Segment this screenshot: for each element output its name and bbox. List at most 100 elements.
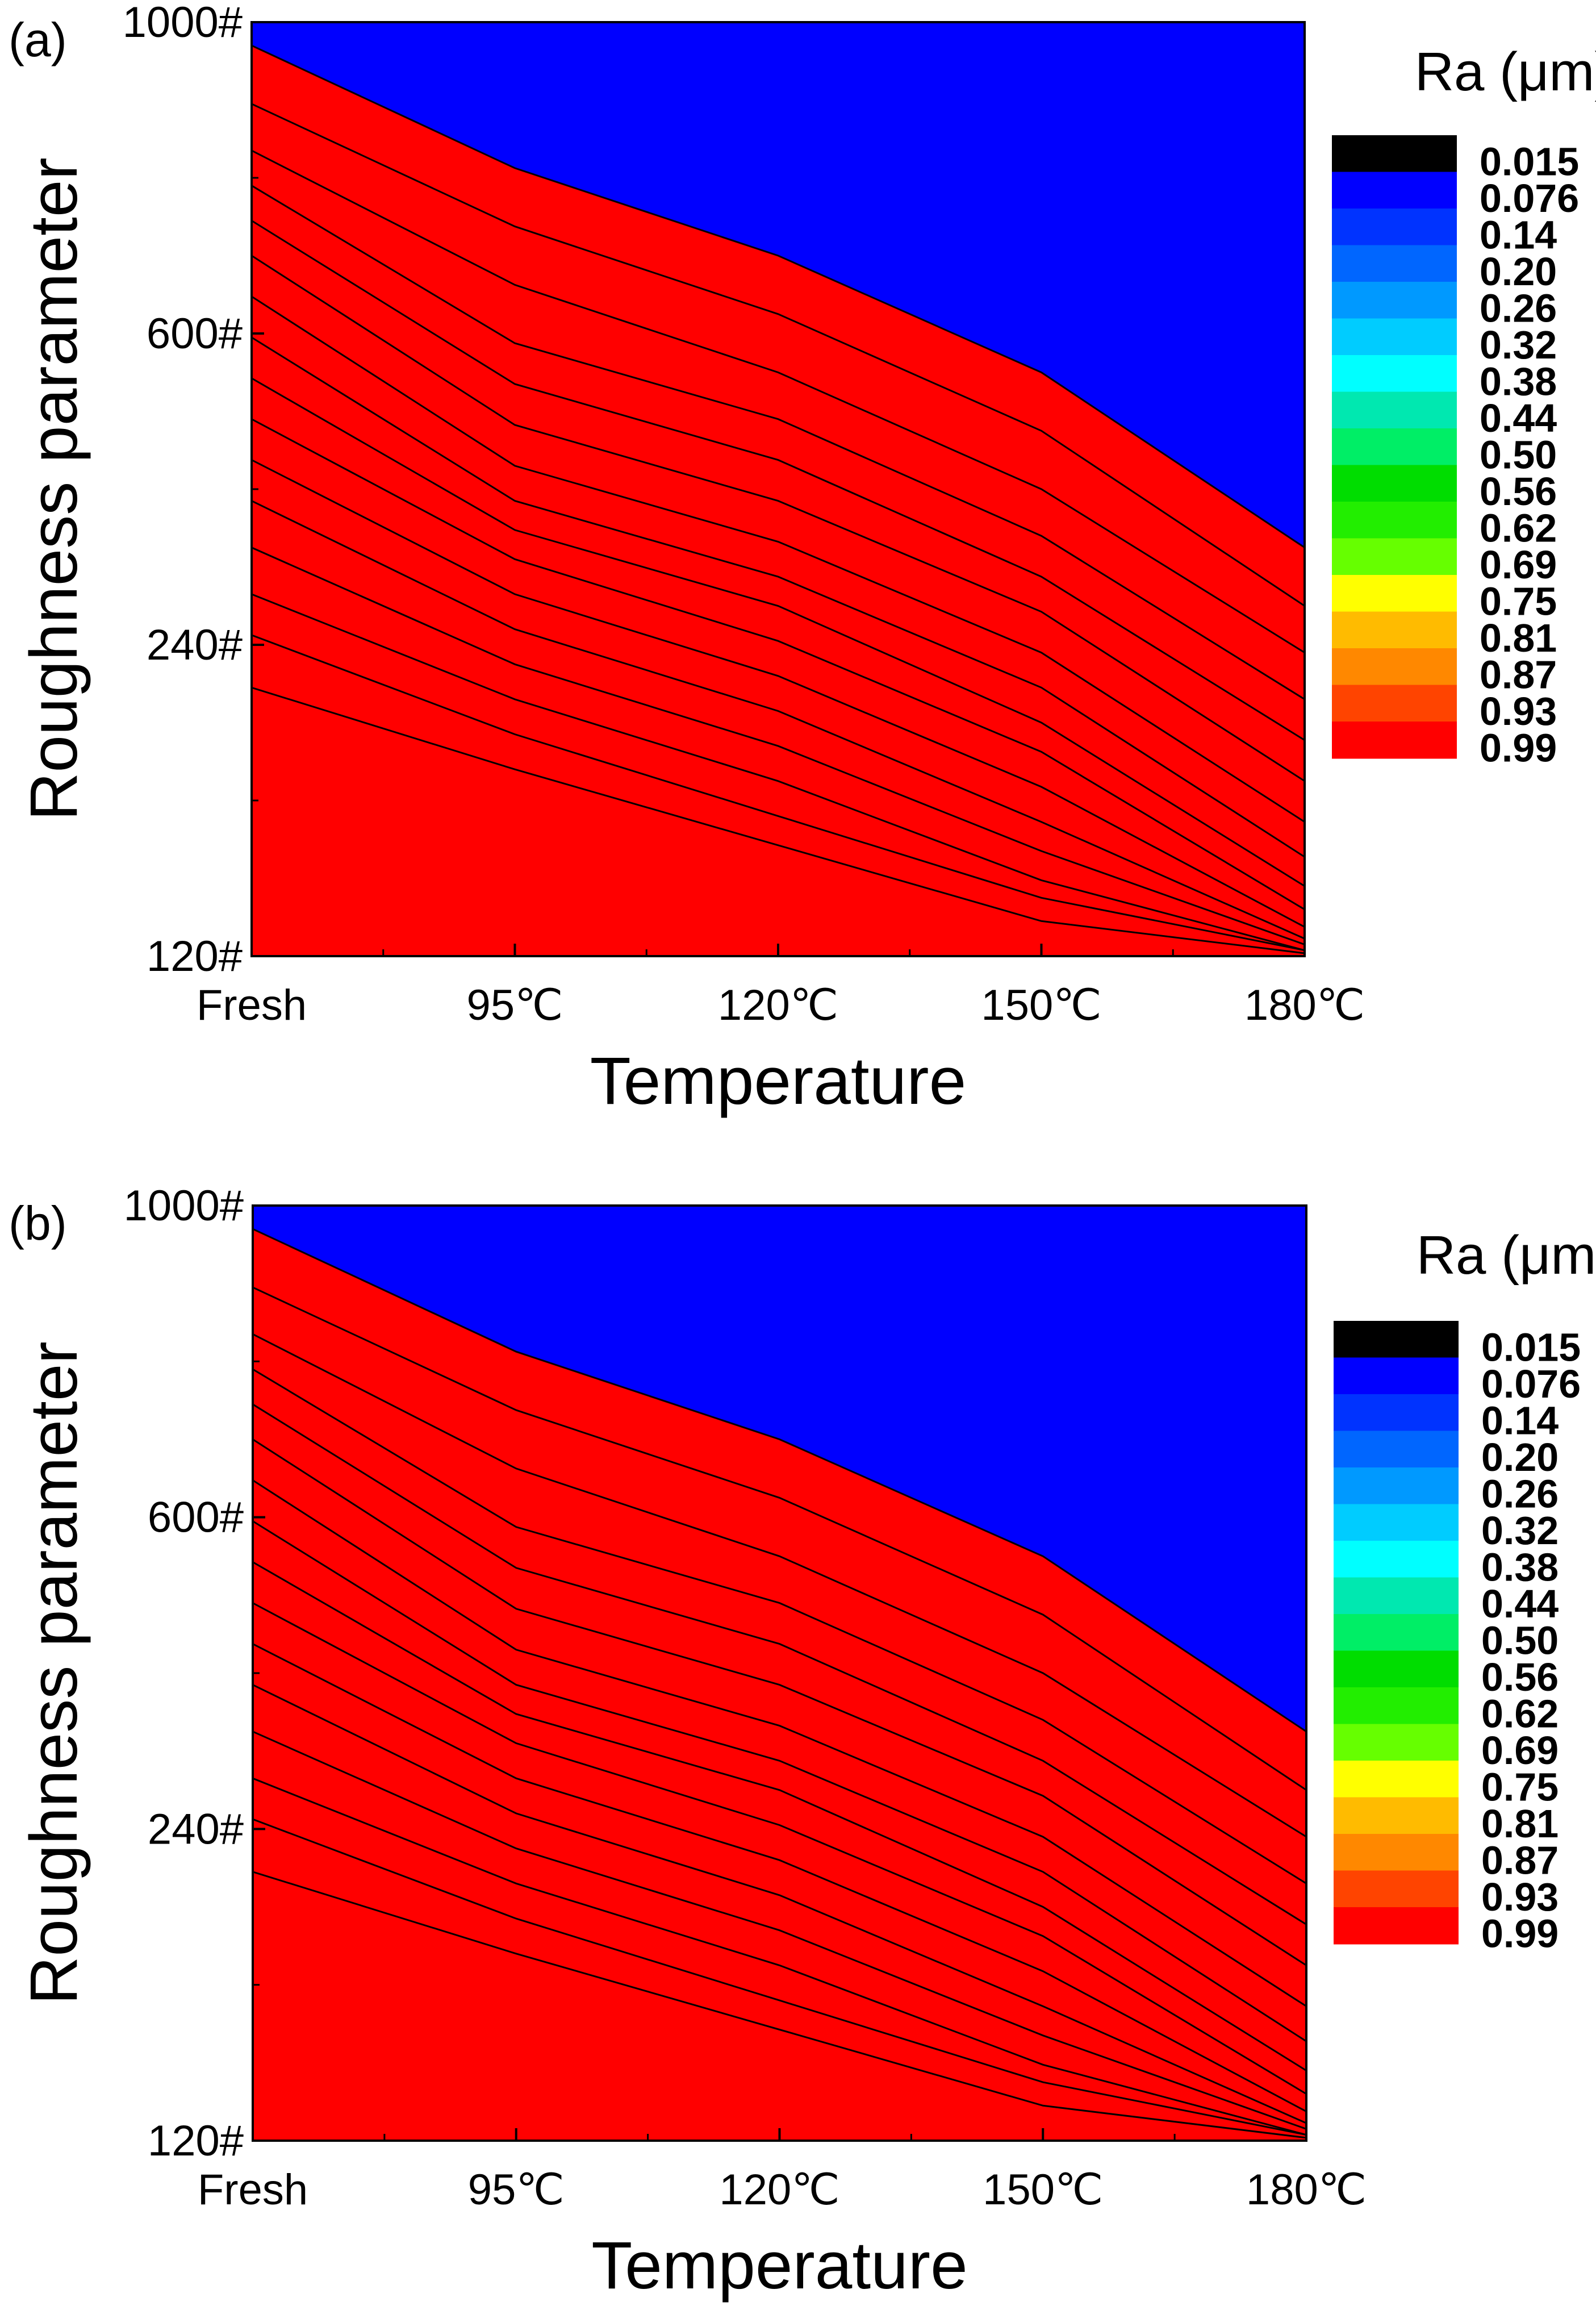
colorbar-swatch (1332, 648, 1457, 686)
colorbar-swatch (1332, 209, 1457, 246)
colorbar-label: 0.62 (1480, 506, 1557, 551)
x-tick-label: 95℃ (468, 2166, 565, 2214)
colorbar-swatch (1332, 318, 1457, 356)
colorbar-title: Ra (μm) (1415, 41, 1596, 102)
colorbar-swatch (1332, 282, 1457, 319)
colorbar-label: 0.99 (1480, 726, 1557, 770)
colorbar-title: Ra (μm) (1417, 1225, 1596, 1286)
colorbar-label: 0.81 (1480, 616, 1557, 660)
contour-line-4 (252, 500, 1305, 940)
colorbar-swatch (1334, 1761, 1459, 1798)
contour-line-8 (252, 336, 1305, 858)
x-tick-label: Fresh (198, 2166, 308, 2214)
panel-label: (a) (9, 13, 67, 66)
colorbar-swatch (1334, 1541, 1459, 1578)
contour-line-15 (253, 1228, 1306, 1733)
contour-line-3 (252, 547, 1305, 945)
colorbar-swatch (1332, 245, 1457, 282)
x-tick-label: 180℃ (1244, 981, 1365, 1029)
x-axis-title: Temperature (590, 1044, 966, 1119)
colorbar-swatch (1334, 1431, 1459, 1468)
x-axis-title: Temperature (591, 2228, 967, 2303)
x-tick-label: Fresh (197, 981, 307, 1029)
colorbar-swatch (1332, 611, 1457, 649)
colorbar-label: 0.56 (1480, 469, 1557, 514)
colorbar-label: 0.14 (1481, 1399, 1559, 1443)
x-tick-label: 120℃ (718, 981, 838, 1029)
colorbar-label: 0.75 (1480, 579, 1557, 624)
colorbar-swatch (1334, 1870, 1459, 1908)
contour-line-7 (252, 377, 1305, 887)
colorbar-label: 0.62 (1481, 1692, 1559, 1736)
colorbar-swatch (1334, 1907, 1459, 1945)
x-tick-label: 150℃ (981, 981, 1101, 1029)
contour-line-5 (252, 459, 1305, 928)
contour-line-6 (253, 1602, 1306, 2095)
y-tick-label: 240# (147, 621, 243, 669)
colorbar-swatch (1334, 1724, 1459, 1761)
contour-line-13 (253, 1333, 1306, 1838)
y-tick-label: 1000# (124, 1182, 244, 1230)
contour-line-14 (252, 103, 1305, 607)
colorbar-swatch (1332, 502, 1457, 539)
colorbar-label: 0.32 (1481, 1508, 1559, 1553)
colorbar-swatch (1334, 1504, 1459, 1541)
contour-line-5 (253, 1643, 1306, 2112)
x-tick-label: 95℃ (467, 981, 563, 1029)
colorbar-label: 0.076 (1480, 176, 1579, 220)
colorbar-label: 0.99 (1481, 1912, 1559, 1956)
colorbar-label: 0.20 (1481, 1435, 1559, 1479)
contour-line-9 (253, 1479, 1306, 2007)
colorbar-swatch (1332, 722, 1457, 759)
contour-line-4 (253, 1684, 1306, 2124)
contour-line-13 (252, 149, 1305, 653)
colorbar-label: 0.32 (1480, 323, 1557, 367)
contour-line-6 (252, 418, 1305, 911)
colorbar-label: 0.44 (1480, 396, 1557, 440)
colorbar-label: 0.93 (1480, 689, 1557, 733)
colorbar-label: 0.69 (1481, 1728, 1559, 1773)
colorbar-swatch (1334, 1467, 1459, 1505)
colorbar-swatch (1332, 135, 1457, 173)
colorbar-swatch (1332, 538, 1457, 576)
colorbar-label: 0.93 (1481, 1875, 1559, 1919)
colorbar-swatch (1332, 391, 1457, 429)
contour-line-11 (253, 1403, 1306, 1925)
colorbar-swatch (1334, 1650, 1459, 1688)
contour-line-8 (253, 1520, 1306, 2042)
contour-line-0 (252, 686, 1305, 954)
colorbar-swatch (1332, 685, 1457, 722)
contour-line-2 (253, 1777, 1306, 2136)
contour-line-12 (252, 185, 1305, 700)
y-tick-label: 120# (147, 932, 243, 981)
y-axis-title: Roughness parameter (16, 1341, 91, 2005)
contour-line-15 (252, 44, 1305, 549)
colorbar-label: 0.20 (1480, 249, 1557, 294)
colorbar-swatch (1334, 1357, 1459, 1395)
colorbar-label: 0.56 (1481, 1655, 1559, 1699)
y-tick-label: 120# (148, 2117, 244, 2165)
y-axis-title: Roughness parameter (16, 157, 91, 821)
y-tick-label: 240# (148, 1805, 244, 1853)
contour-line-14 (253, 1286, 1306, 1791)
contour-line-3 (253, 1730, 1306, 2130)
y-tick-label: 1000# (123, 0, 243, 47)
contour-line-7 (253, 1561, 1306, 2071)
y-tick-label: 600# (148, 1494, 244, 1542)
colorbar-swatch (1334, 1834, 1459, 1871)
contour-line-11 (252, 220, 1305, 741)
colorbar-label: 0.87 (1480, 653, 1557, 697)
colorbar-swatch (1334, 1577, 1459, 1615)
colorbar-swatch (1334, 1687, 1459, 1725)
colorbar-label: 0.87 (1481, 1838, 1559, 1883)
colorbar-swatch (1332, 172, 1457, 209)
colorbar-label: 0.75 (1481, 1765, 1559, 1809)
contour-plot-0 (252, 22, 1305, 956)
contour-line-9 (252, 295, 1305, 823)
colorbar-swatch (1332, 428, 1457, 466)
contour-plot-1 (253, 1206, 1306, 2141)
contour-line-0 (253, 1871, 1306, 2139)
colorbar-swatch (1334, 1321, 1459, 1358)
colorbar-label: 0.14 (1480, 213, 1557, 257)
x-tick-label: 150℃ (983, 2166, 1103, 2214)
